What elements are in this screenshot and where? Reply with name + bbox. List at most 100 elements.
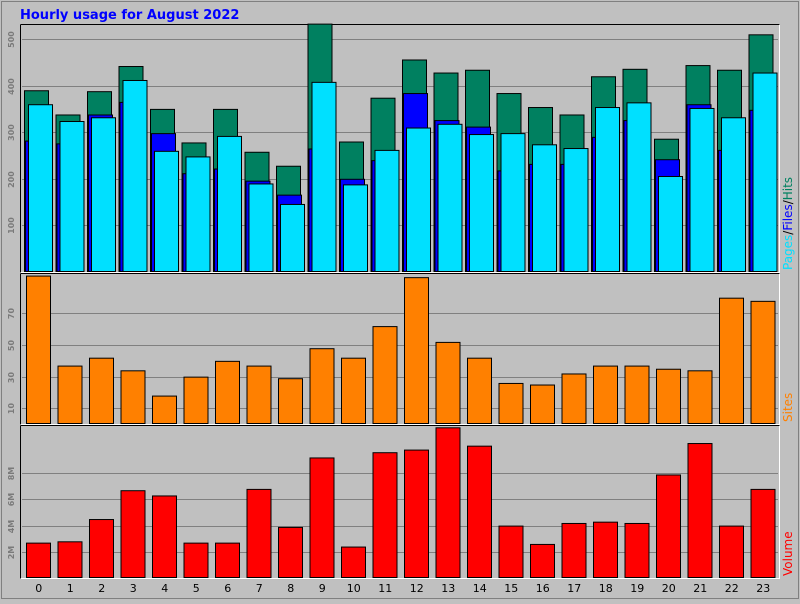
bar-pages <box>406 127 431 272</box>
bar-volume <box>498 525 524 578</box>
legend-files: Files <box>781 204 795 230</box>
bar-pages <box>343 184 368 272</box>
y-tick-label: 6M <box>7 493 16 507</box>
bar-sites <box>656 368 681 425</box>
y-tick-label: 400 <box>7 78 16 95</box>
svg-text:Pages/Files/Hits: Pages/Files/Hits <box>781 177 795 270</box>
bar-pages <box>28 104 53 273</box>
bar-volume <box>341 546 366 578</box>
x-tick-label: 14 <box>473 582 487 595</box>
bar-volume <box>687 443 713 578</box>
bar-pages <box>91 117 116 273</box>
legend-sites: Sites <box>781 393 795 422</box>
legend-separator: / <box>781 230 795 235</box>
x-tick-label: 0 <box>35 582 42 595</box>
x-tick-label: 2 <box>98 582 105 595</box>
bar-volume <box>624 522 650 578</box>
x-tick-label: 4 <box>161 582 168 595</box>
bar-pages <box>595 107 620 272</box>
y-tick-label: 4M <box>7 520 16 534</box>
bar-pages <box>469 134 494 272</box>
bar-sites <box>215 360 240 424</box>
legend-pages: Pages <box>781 235 795 270</box>
bar-sites <box>530 384 555 424</box>
bar-sites <box>183 376 209 425</box>
bar-pages <box>122 79 148 273</box>
bar-sites <box>372 326 398 424</box>
bar-sites <box>152 395 177 425</box>
y-tick-label: 30 <box>7 372 16 384</box>
x-tick-label: 10 <box>347 582 361 595</box>
chart-title: Hourly usage for August 2022 <box>20 8 239 23</box>
bar-sites <box>624 365 650 424</box>
bar-sites <box>467 357 492 424</box>
bar-volume <box>120 490 146 579</box>
bar-volume <box>467 445 492 579</box>
bar-volume <box>435 427 461 578</box>
bar-pages <box>374 149 400 272</box>
bar-sites <box>593 365 618 424</box>
bar-sites <box>89 357 114 424</box>
bar-pages <box>437 123 463 272</box>
bar-volume <box>750 488 776 578</box>
x-tick-label: 13 <box>441 582 455 595</box>
bar-volume <box>183 542 209 578</box>
bar-volume <box>152 495 177 578</box>
bar-sites <box>561 373 587 425</box>
bar-sites <box>498 382 524 424</box>
bar-volume <box>561 522 587 578</box>
bar-pages <box>280 203 305 273</box>
x-tick-label: 7 <box>256 582 263 595</box>
y-tick-label: 200 <box>7 171 16 188</box>
bar-sites <box>57 365 83 424</box>
bar-pages <box>311 81 337 273</box>
x-tick-label: 18 <box>599 582 613 595</box>
x-tick-label: 21 <box>693 582 707 595</box>
bar-volume <box>656 474 681 578</box>
bar-pages <box>752 72 778 273</box>
bar-pages <box>59 121 85 273</box>
bar-pages <box>563 148 589 272</box>
bar-volume <box>309 457 335 578</box>
y-tick-label: 300 <box>7 124 16 141</box>
y-tick-label: 8M <box>7 467 16 481</box>
y-tick-label: 100 <box>7 217 16 234</box>
x-tick-label: 12 <box>410 582 424 595</box>
y-tick-label: 500 <box>7 31 16 48</box>
bar-sites <box>246 365 272 424</box>
bar-pages <box>500 133 526 272</box>
bar-pages <box>217 135 242 272</box>
x-tick-label: 23 <box>756 582 770 595</box>
x-tick-label: 9 <box>319 582 326 595</box>
x-tick-label: 5 <box>193 582 200 595</box>
bar-pages <box>154 150 179 272</box>
bar-sites <box>687 370 713 425</box>
bar-volume <box>89 519 114 579</box>
side-label-main: Pages/Files/Hits <box>781 177 795 270</box>
bar-pages <box>626 102 652 273</box>
bar-pages <box>721 117 746 273</box>
y-tick-label: 70 <box>7 308 16 320</box>
bar-volume <box>246 488 272 578</box>
bar-sites <box>750 300 776 424</box>
x-tick-label: 17 <box>567 582 581 595</box>
bar-volume <box>530 543 555 578</box>
x-tick-label: 11 <box>378 582 392 595</box>
bar-volume <box>593 521 618 578</box>
y-tick-label: 50 <box>7 340 16 352</box>
x-tick-label: 1 <box>67 582 74 595</box>
x-tick-label: 19 <box>630 582 644 595</box>
x-tick-label: 8 <box>287 582 294 595</box>
legend-separator: / <box>781 199 795 204</box>
bar-sites <box>120 370 146 425</box>
bar-volume <box>215 542 240 578</box>
legend-hits: Hits <box>781 177 795 200</box>
bar-sites <box>309 348 335 425</box>
bar-sites <box>341 357 366 424</box>
bar-pages <box>248 183 274 273</box>
bar-volume <box>404 449 429 579</box>
bar-sites <box>435 341 461 425</box>
x-tick-label: 22 <box>725 582 739 595</box>
